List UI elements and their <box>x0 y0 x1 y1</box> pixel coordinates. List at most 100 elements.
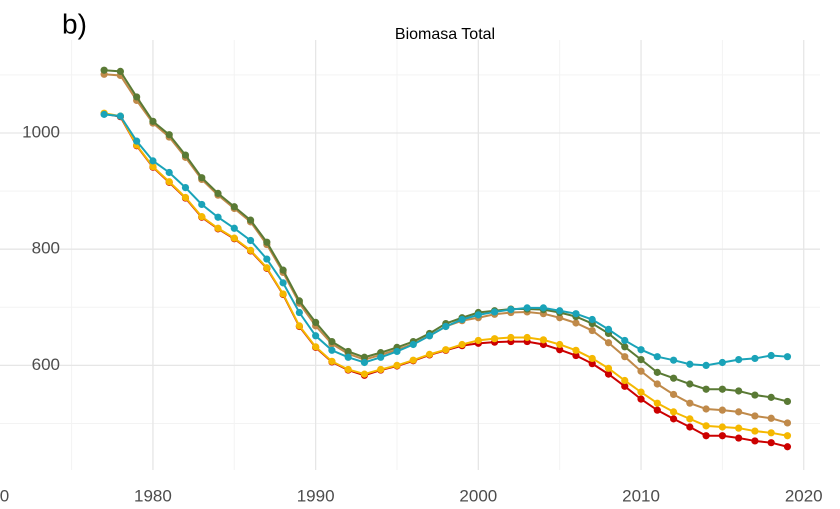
data-point <box>100 66 108 74</box>
data-point <box>246 246 255 254</box>
data-point <box>621 382 629 390</box>
data-point <box>246 236 255 245</box>
data-point <box>507 306 515 314</box>
data-point <box>735 424 743 432</box>
data-point <box>198 213 206 221</box>
data-point <box>393 361 401 370</box>
data-point <box>637 367 645 375</box>
data-point <box>653 399 661 407</box>
data-point <box>312 318 320 327</box>
x-tick-label: 1970 <box>0 486 9 505</box>
data-point <box>783 397 792 406</box>
data-point <box>653 368 661 376</box>
data-point <box>263 238 271 246</box>
data-point <box>230 203 238 211</box>
data-point <box>686 380 694 388</box>
data-point <box>621 353 629 361</box>
data-point <box>702 432 710 440</box>
data-point <box>735 355 743 364</box>
data-point <box>344 347 352 356</box>
data-point <box>360 370 369 378</box>
data-point <box>100 110 108 118</box>
data-point <box>572 310 580 318</box>
data-point <box>198 200 206 209</box>
chart-title: Biomasa Total <box>395 26 495 43</box>
data-point <box>751 437 759 445</box>
data-point <box>425 350 434 358</box>
data-point <box>767 393 775 401</box>
data-point <box>377 365 385 374</box>
data-point <box>702 385 710 393</box>
data-point <box>735 408 743 416</box>
data-point <box>669 356 678 364</box>
data-point <box>604 370 613 378</box>
data-point <box>442 322 450 331</box>
data-point <box>751 354 759 363</box>
data-point <box>133 93 141 101</box>
y-tick-label: 600 <box>32 355 60 374</box>
data-point <box>198 174 206 182</box>
x-tick-label: 1980 <box>134 486 172 505</box>
data-point <box>751 427 759 435</box>
data-point <box>783 419 792 427</box>
data-point <box>442 346 450 354</box>
data-point <box>149 157 157 165</box>
data-point <box>669 415 678 423</box>
data-point <box>116 67 124 75</box>
data-point <box>539 304 548 312</box>
panel-label: b) <box>62 8 87 39</box>
data-point <box>783 432 792 440</box>
data-point <box>214 189 222 198</box>
data-point <box>295 322 303 330</box>
data-point <box>344 353 352 361</box>
data-point <box>556 346 564 354</box>
data-point <box>312 332 320 340</box>
data-point <box>556 307 564 315</box>
data-point <box>669 390 678 399</box>
data-point <box>133 137 141 145</box>
data-point <box>230 234 238 242</box>
data-point <box>246 216 255 224</box>
data-point <box>149 117 157 125</box>
data-point <box>312 343 320 351</box>
x-tick-label: 2000 <box>459 486 497 505</box>
data-point <box>425 332 434 340</box>
data-point <box>751 412 759 420</box>
data-point <box>572 351 580 360</box>
data-point <box>621 343 629 351</box>
data-point <box>686 423 694 431</box>
data-point <box>686 415 694 423</box>
data-point <box>328 346 336 354</box>
data-point <box>686 360 694 368</box>
data-point <box>491 308 499 316</box>
data-point <box>214 224 222 232</box>
data-point <box>767 414 775 422</box>
data-point <box>328 337 336 346</box>
data-point <box>181 193 190 202</box>
data-point <box>572 346 580 354</box>
data-point <box>279 279 287 287</box>
data-point <box>409 356 417 364</box>
data-point <box>572 319 580 327</box>
data-point <box>669 374 678 382</box>
data-point <box>718 406 726 414</box>
data-point <box>653 353 661 361</box>
data-point <box>295 308 303 317</box>
data-point <box>653 406 661 414</box>
data-point <box>588 354 596 363</box>
data-point <box>165 168 173 177</box>
y-tick-label: 800 <box>32 239 60 258</box>
data-point <box>279 290 287 298</box>
data-point <box>653 380 661 388</box>
data-point <box>783 353 792 361</box>
data-point <box>507 333 515 342</box>
data-point <box>149 163 157 171</box>
series-line <box>103 112 788 437</box>
data-point <box>604 364 613 372</box>
data-point <box>588 315 596 324</box>
data-point <box>377 353 385 361</box>
data-point <box>718 358 726 367</box>
data-point <box>637 346 645 354</box>
